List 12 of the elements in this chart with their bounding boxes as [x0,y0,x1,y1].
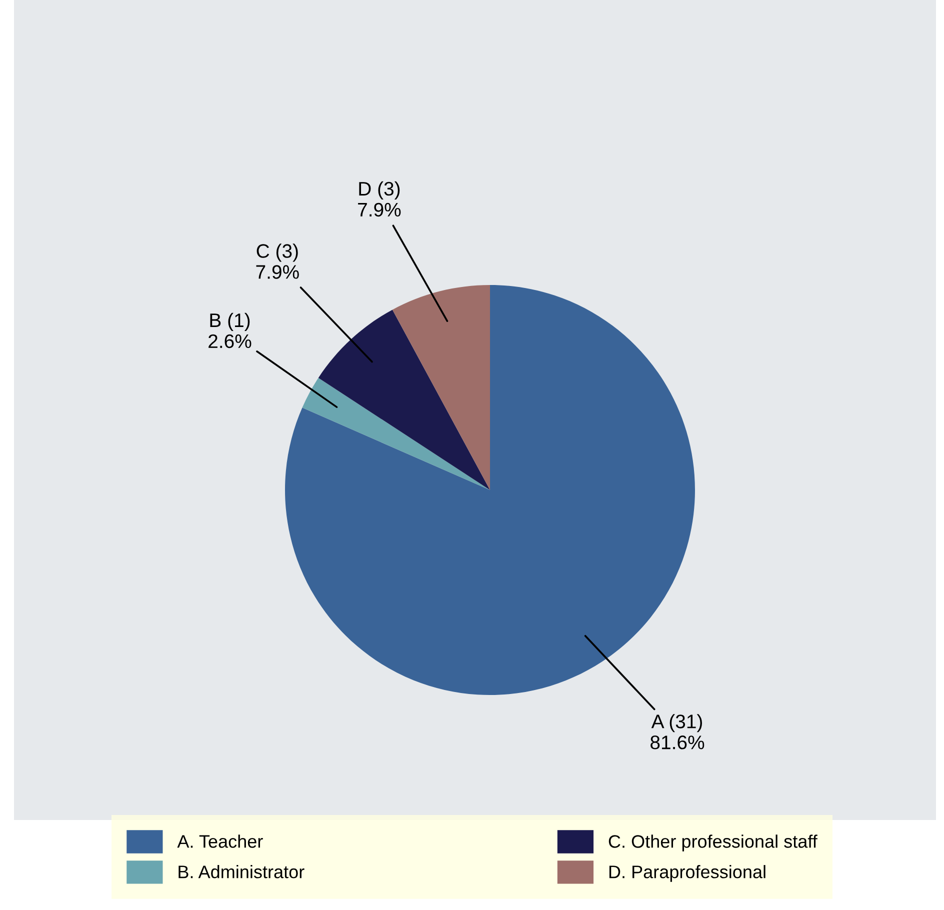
data-label: A (31) 81.6% [650,714,704,750]
data-label: C (3) 7.9% [256,244,299,279]
pie-slice [285,285,695,695]
legend-label: C. Other professional staff [608,834,818,852]
pie-slice [302,378,490,490]
legend-label: B. Administrator [178,865,304,878]
pie-slice [318,310,490,490]
data-label: B (1) 2.6% [208,312,252,348]
pie-slice [392,285,490,490]
legend-label: D. Paraprofessional [609,865,766,882]
legend-label: A. Teacher [177,834,263,848]
data-label: D (3) 7.9% [358,181,401,217]
